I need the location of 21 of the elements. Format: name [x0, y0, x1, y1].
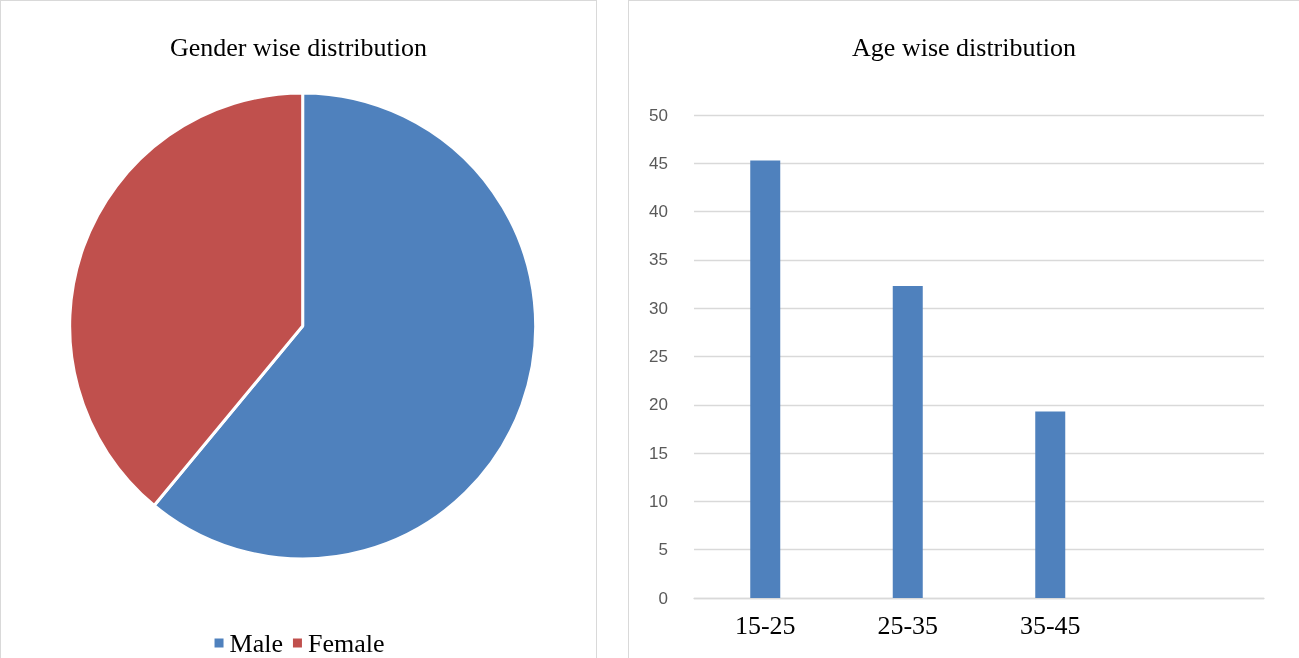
y-tick-label: 5: [658, 540, 668, 560]
y-tick-label: 25: [649, 347, 668, 366]
chart-title: Age wise distribution: [852, 32, 1076, 62]
x-tick-label: 15-25: [734, 610, 796, 640]
chart-title: Gender wise distribution: [169, 32, 428, 62]
y-tick-label: 35: [649, 250, 668, 270]
bar: [750, 160, 781, 598]
legend-label: Male: [229, 628, 283, 658]
y-tick-label: 10: [649, 491, 668, 511]
y-tick-label: 0: [658, 588, 668, 608]
y-tick-label: 50: [649, 105, 668, 125]
y-tick-label: 20: [649, 395, 668, 415]
bar: [1035, 411, 1066, 598]
x-tick-label: 25-35: [877, 610, 939, 640]
y-tick-label: 15: [649, 443, 668, 463]
legend-label: Female: [307, 628, 385, 658]
y-tick-label: 30: [649, 298, 668, 318]
x-tick-label: 35-45: [1019, 610, 1081, 640]
y-tick-label: 40: [649, 202, 668, 222]
bar: [892, 285, 923, 598]
y-tick-label: 45: [649, 153, 668, 173]
